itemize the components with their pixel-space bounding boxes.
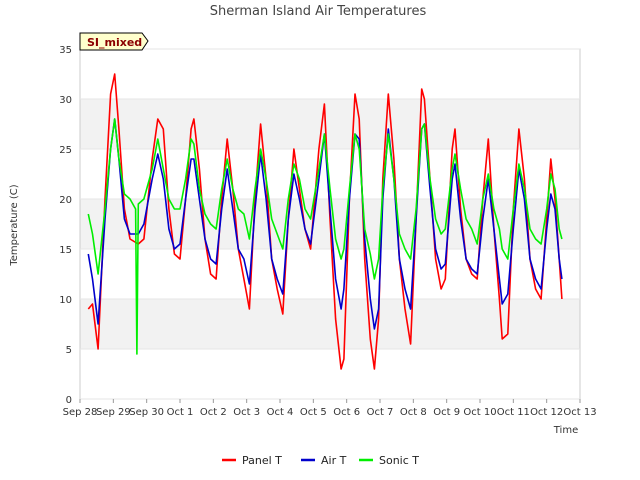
y-tick-label: 15: [59, 245, 72, 256]
y-tick-label: 25: [59, 145, 72, 156]
x-tick-label: Oct 5: [300, 407, 327, 418]
badge-label: SI_mixed: [87, 36, 142, 49]
site-badge: SI_mixed: [79, 32, 149, 51]
y-ticks: 0 5 10 15 20 25 30 35: [59, 45, 580, 406]
x-tick-label: Sep 28: [63, 407, 98, 418]
x-tick-label: Oct 10: [463, 407, 496, 418]
chart-title: Sherman Island Air Temperatures: [210, 4, 427, 19]
x-axis-label: Time: [553, 425, 578, 436]
x-tick-label: Oct 3: [233, 407, 260, 418]
legend-label-air-t: Air T: [321, 454, 347, 467]
x-tick-label: Sep 30: [129, 407, 164, 418]
legend-label-sonic-t: Sonic T: [379, 454, 419, 467]
y-tick-label: 35: [59, 45, 72, 56]
series-lines: [87, 73, 563, 370]
x-tick-label: Oct 2: [200, 407, 227, 418]
series-line-sonic-t: [87, 118, 563, 355]
legend-label-panel-t: Panel T: [242, 454, 282, 467]
badge-box: [79, 32, 149, 51]
x-tick-label: Oct 8: [400, 407, 427, 418]
x-tick-label: Oct 12: [530, 407, 563, 418]
x-tick-label: Oct 11: [497, 407, 530, 418]
x-tick-label: Oct 7: [367, 407, 394, 418]
y-tick-label: 30: [59, 95, 72, 106]
series-line-air-t: [87, 118, 563, 330]
legend: Panel T Air T Sonic T: [222, 454, 419, 467]
x-tick-label: Oct 9: [433, 407, 460, 418]
y-tick-label: 5: [66, 345, 72, 356]
y-axis-label: Temperature (C): [9, 184, 20, 266]
x-tick-label: Oct 6: [333, 407, 360, 418]
x-tick-label: Oct 13: [563, 407, 596, 418]
x-tick-label: Sep 29: [96, 407, 131, 418]
grid-band: [80, 299, 580, 349]
y-tick-label: 0: [66, 395, 72, 406]
x-tick-label: Oct 4: [267, 407, 294, 418]
y-tick-label: 10: [59, 295, 72, 306]
x-tick-label: Oct 1: [167, 407, 194, 418]
y-tick-label: 20: [59, 195, 72, 206]
